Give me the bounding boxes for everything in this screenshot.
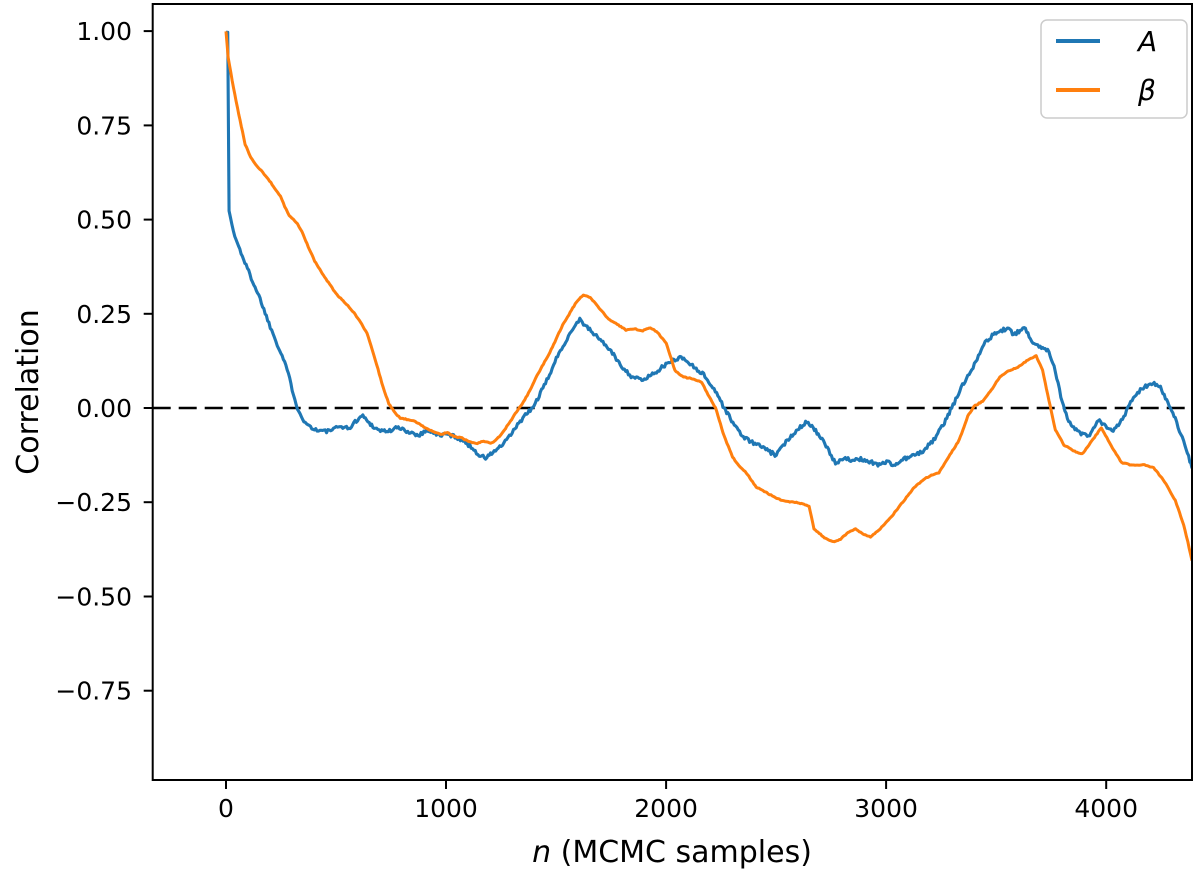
y-tick-label-0.25: 0.25 <box>76 300 132 329</box>
x-axis-label: n (MCMC samples) <box>532 835 812 870</box>
x-tick-label-1000: 1000 <box>414 794 478 823</box>
x-tick-label-0: 0 <box>218 794 234 823</box>
plot-frame <box>151 3 1194 781</box>
y-tick-label-−0.50: −0.50 <box>55 583 132 612</box>
legend-box <box>1040 19 1188 119</box>
legend-label-beta: β <box>1137 74 1156 107</box>
series-line-A <box>225 30 1193 469</box>
y-tick-label-−0.75: −0.75 <box>55 677 132 706</box>
legend-label-A: A <box>1136 25 1157 58</box>
y-tick-label-1.00: 1.00 <box>76 17 132 46</box>
y-tick-label-0.75: 0.75 <box>76 111 132 140</box>
x-axis-label-variable: n <box>532 835 551 870</box>
x-tick-label-4000: 4000 <box>1074 794 1138 823</box>
y-axis-label: Correlation <box>11 309 46 474</box>
y-tick-label-0.00: 0.00 <box>76 394 132 423</box>
x-tick-label-2000: 2000 <box>634 794 698 823</box>
y-tick-label-0.50: 0.50 <box>76 206 132 235</box>
legend: Aβ <box>1040 19 1188 119</box>
x-tick-label-3000: 3000 <box>854 794 918 823</box>
series-line-beta <box>224 31 1193 561</box>
x-axis-label-units: (MCMC samples) <box>551 835 812 870</box>
y-tick-label-−0.25: −0.25 <box>55 488 132 517</box>
